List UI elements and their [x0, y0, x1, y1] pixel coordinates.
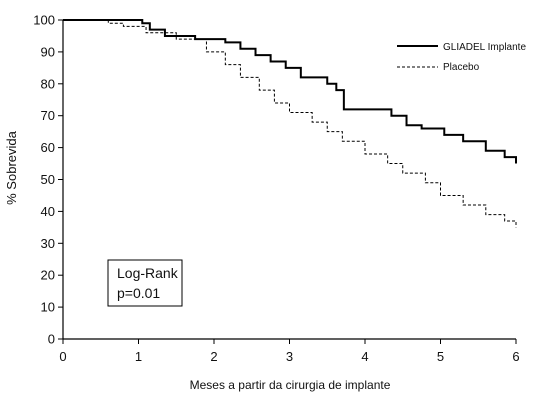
y-tick-label: 20: [41, 268, 55, 283]
x-axis-label: Meses a partir da cirurgia de implante: [190, 378, 391, 392]
legend-label-gliadel: GLIADEL Implante: [443, 42, 526, 53]
series-line-placebo: [63, 19, 517, 228]
annotation-line-1: Log-Rank: [117, 265, 179, 281]
series-lines: [63, 19, 517, 228]
y-tick-label: 30: [41, 236, 55, 251]
y-axis-ticks: 0 10 20 30 40 50 60 70 80 90 100: [33, 13, 63, 347]
x-tick-label: 4: [361, 349, 368, 364]
x-tick-label: 2: [210, 349, 217, 364]
x-tick-label: 5: [437, 349, 444, 364]
log-rank-box: Log-Rank p=0.01: [107, 259, 183, 307]
legend-label-placebo: Placebo: [443, 62, 480, 73]
y-tick-label: 60: [41, 140, 55, 155]
x-tick-label: 1: [135, 349, 142, 364]
y-tick-label: 80: [41, 76, 55, 91]
annotation-line-2: p=0.01: [117, 285, 160, 301]
y-tick-label: 50: [41, 172, 55, 187]
x-axis-ticks: 0 1 2 3 4 5 6: [59, 339, 520, 364]
x-tick-label: 0: [59, 349, 66, 364]
legend: GLIADEL Implante Placebo: [397, 42, 526, 73]
series-line-gliadel: [63, 19, 517, 164]
y-tick-label: 40: [41, 204, 55, 219]
y-tick-label: 90: [41, 44, 55, 59]
x-tick-label: 3: [286, 349, 293, 364]
y-tick-label: 10: [41, 300, 55, 315]
y-tick-label: 70: [41, 108, 55, 123]
y-tick-label: 100: [33, 13, 55, 28]
x-tick-label: 6: [512, 349, 519, 364]
annotation-box: [107, 259, 183, 307]
y-axis-label: % Sobrevida: [4, 130, 19, 204]
y-tick-label: 0: [48, 332, 55, 347]
